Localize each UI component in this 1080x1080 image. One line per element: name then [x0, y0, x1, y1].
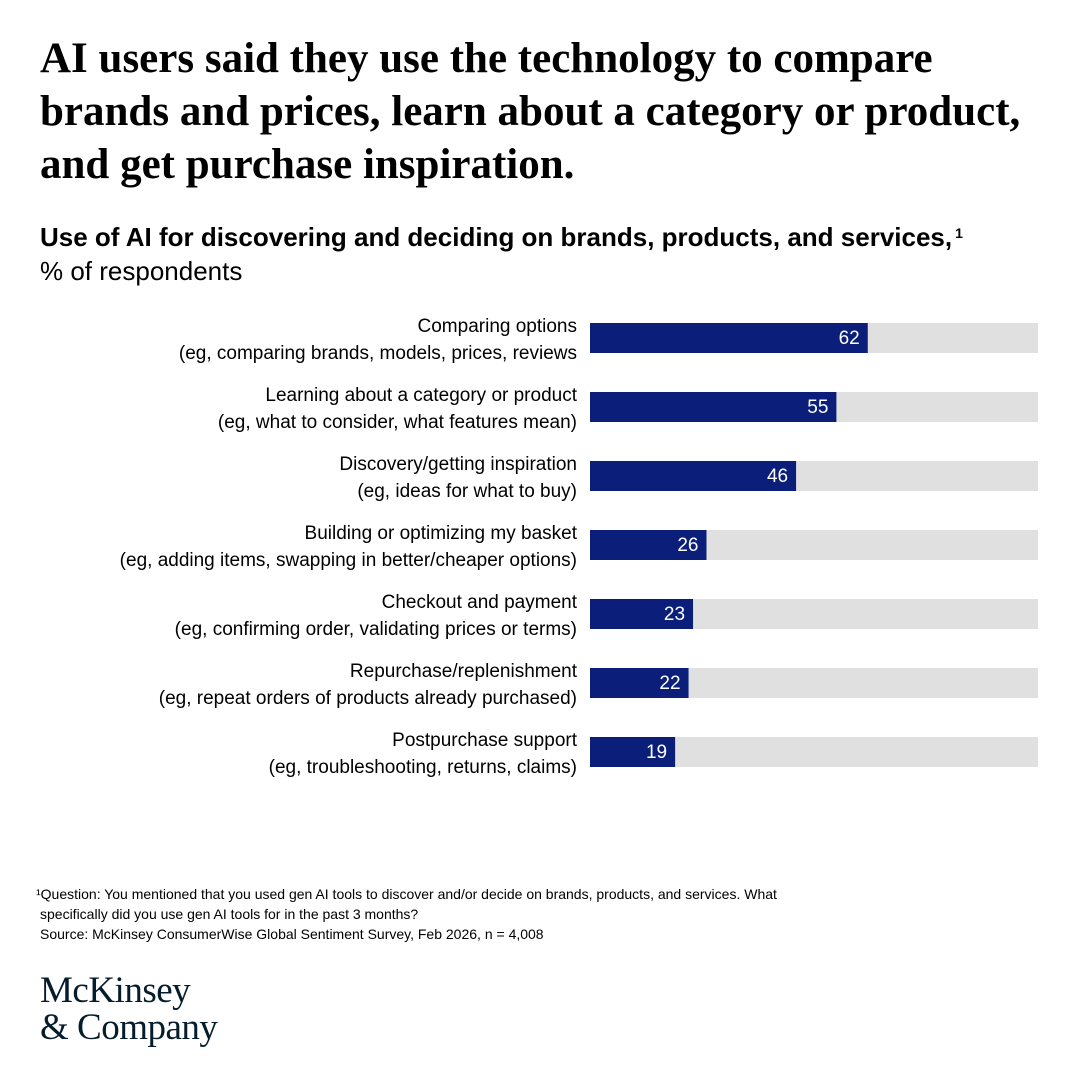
category-example: (eg, troubleshooting, returns, claims) — [269, 757, 577, 778]
category-label: Comparing options — [418, 316, 577, 337]
data-label: 62 — [839, 328, 860, 349]
category-label: Checkout and payment — [382, 592, 578, 613]
bar — [590, 668, 689, 698]
data-label: 23 — [664, 604, 685, 625]
bar — [590, 323, 868, 353]
category-example: (eg, repeat orders of products already p… — [159, 688, 577, 709]
category-example: (eg, ideas for what to buy) — [357, 481, 577, 502]
bar — [590, 392, 837, 422]
category-label: Repurchase/replenishment — [350, 661, 578, 682]
chart-subtitle: Use of AI for discovering and deciding o… — [40, 221, 963, 253]
mckinsey-logo: McKinsey & Company — [40, 970, 218, 1048]
logo-line-2: & Company — [40, 1007, 218, 1048]
footnote-question: ¹Question: You mentioned that you used g… — [36, 886, 777, 902]
data-label: 22 — [659, 673, 680, 694]
footnote-question-cont: specifically did you use gen AI tools fo… — [40, 906, 419, 922]
data-label: 19 — [646, 742, 667, 763]
bar — [590, 599, 694, 629]
bar-chart: 62 Comparing options (eg, comparing brands… — [120, 316, 1038, 778]
data-label: 26 — [677, 535, 698, 556]
footnote-source: Source: McKinsey ConsumerWise Global Sen… — [40, 926, 544, 942]
bar-row: 19 Postpurchase support (eg, troubleshooti… — [269, 730, 1038, 778]
bar-row: 23 Checkout and payment (eg, confirming or… — [175, 592, 1038, 640]
subtitle-text: Use of AI for discovering and deciding o… — [40, 222, 953, 252]
category-example: (eg, comparing brands, models, prices, r… — [179, 343, 577, 364]
bar — [590, 461, 797, 491]
chart-unit: % of respondents — [40, 256, 243, 286]
category-example: (eg, confirming order, validating prices… — [175, 619, 577, 640]
category-example: (eg, what to consider, what features mea… — [218, 412, 577, 433]
logo-line-1: McKinsey — [40, 970, 191, 1011]
bar — [590, 737, 676, 767]
bar-row: 62 Comparing options (eg, comparing brands… — [179, 316, 1038, 364]
bar — [590, 530, 707, 560]
category-example: (eg, adding items, swapping in better/ch… — [120, 550, 577, 571]
data-label: 55 — [807, 397, 828, 418]
category-label: Learning about a category or product — [265, 385, 577, 406]
category-label: Building or optimizing my basket — [305, 523, 578, 544]
bar-row: 46 Discovery/getting inspiration (eg, idea… — [339, 454, 1038, 502]
category-label: Postpurchase support — [392, 730, 578, 751]
headline: AI users said they use the technology to… — [40, 35, 1021, 188]
footnote: ¹Question: You mentioned that you used g… — [36, 884, 856, 944]
footnote-marker: 1 — [955, 225, 963, 241]
bar-row: 26 Building or optimizing my basket (eg, a… — [120, 523, 1038, 571]
category-label: Discovery/getting inspiration — [339, 454, 577, 475]
bar-row: 22 Repurchase/replenishment (eg, repeat or… — [159, 661, 1038, 709]
bar-row: 55 Learning about a category or product (e… — [218, 385, 1038, 433]
data-label: 46 — [767, 466, 788, 487]
